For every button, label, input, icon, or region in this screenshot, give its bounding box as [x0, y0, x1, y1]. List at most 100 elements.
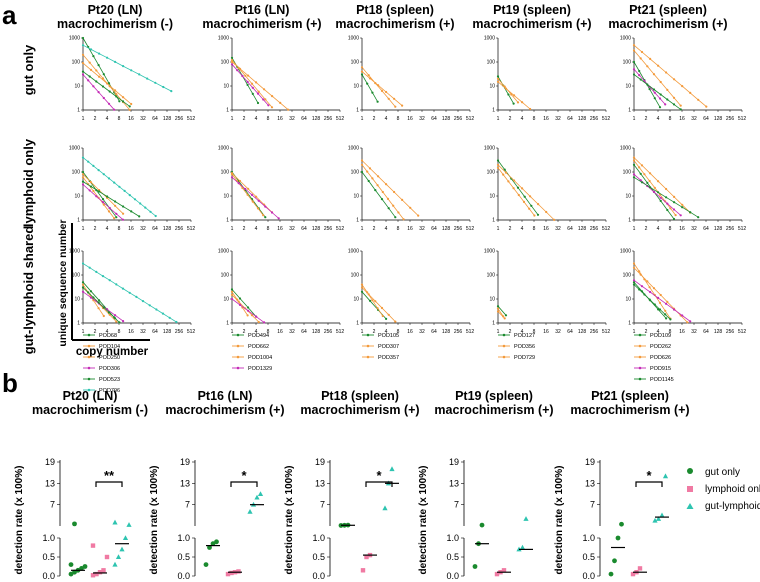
series-point — [121, 287, 125, 290]
b-title-1: Pt20 (LN) — [63, 389, 118, 403]
x-tick-label: 512 — [187, 329, 196, 335]
x-tick-label: 256 — [726, 116, 735, 122]
y-tick-label: 10 — [625, 297, 631, 303]
col-title-2b: macrochimerism (+) — [202, 17, 321, 31]
y-tick-label: 100 — [351, 60, 360, 66]
series-point — [88, 266, 91, 269]
y-tick-label: 100 — [351, 170, 360, 176]
series-point — [87, 160, 90, 163]
b-point-shared — [382, 505, 388, 511]
series-line-POD915 — [633, 173, 681, 216]
series-point — [95, 80, 98, 83]
series-point — [639, 57, 642, 60]
x-tick-label: 8 — [118, 329, 121, 335]
detection-panel-3: Pt19 (spleen)macrochimerism (+) detection… — [418, 389, 554, 581]
series-point — [673, 308, 676, 311]
series-point — [530, 204, 533, 207]
series-point — [115, 212, 118, 215]
dist-plot-Pt20-row1: 1 10 100 1000 1 2 4 8 16 32 64 128 256 512 — [69, 146, 196, 232]
series-point — [81, 36, 85, 40]
series-point — [646, 280, 649, 283]
x-tick-label: 256 — [175, 226, 184, 232]
legend-label-POD306: POD306 — [99, 366, 120, 372]
x-tick-label: 16 — [679, 329, 685, 335]
x-tick-label: 256 — [590, 116, 599, 122]
x-tick-label: 4 — [255, 329, 258, 335]
series-point — [638, 74, 641, 77]
series-point — [247, 309, 250, 312]
series-point — [496, 75, 500, 78]
b-point-shared — [659, 512, 665, 518]
series-point — [672, 103, 676, 106]
b-y-tick-label: 1.0 — [446, 533, 459, 543]
series-point — [376, 184, 379, 187]
b-point-lymphoid-only — [637, 566, 643, 571]
series-point — [394, 105, 397, 108]
series-point — [108, 90, 111, 93]
y-tick-label: 10 — [223, 84, 229, 90]
y-tick-label: 1 — [492, 218, 495, 224]
series-point — [251, 86, 254, 89]
series-point — [648, 88, 651, 91]
x-tick-label: 64 — [152, 116, 158, 122]
y-tick-label: 1000 — [484, 36, 495, 42]
legend-swatch-point — [87, 355, 91, 359]
legend-shared-marker — [686, 503, 694, 509]
b-point-lymphoid-only — [104, 554, 110, 560]
x-tick-label: 32 — [691, 116, 697, 122]
series-point — [154, 81, 157, 84]
x-tick-label: 1 — [497, 329, 500, 335]
x-tick-label: 4 — [521, 329, 524, 335]
legend-lymphoid-only-marker — [687, 486, 693, 492]
series-point — [107, 177, 111, 180]
x-tick-label: 1 — [231, 226, 234, 232]
x-tick-label: 1 — [633, 116, 636, 122]
series-point — [267, 104, 270, 107]
x-tick-label: 2 — [243, 226, 246, 232]
x-tick-label: 1 — [497, 226, 500, 232]
b-point-gut-only — [214, 539, 219, 545]
col-title-1b: macrochimerism (-) — [57, 17, 173, 31]
legend-swatch-point — [638, 333, 642, 337]
b-y-tick-label: 0.5 — [312, 552, 325, 562]
series-point — [161, 312, 165, 315]
series-line-POD307 — [361, 160, 419, 216]
series-point — [371, 177, 374, 180]
series-point — [230, 60, 234, 64]
x-tick-label: 1 — [361, 226, 364, 232]
x-tick-label: 8 — [669, 116, 672, 122]
dist-plot-Pt21-row1: 1 10 100 1000 1 2 4 8 16 32 64 128 256 512 — [620, 146, 747, 232]
x-tick-label: 2 — [243, 329, 246, 335]
legend-label-POD662: POD662 — [248, 344, 269, 350]
b-point-gut-only — [615, 535, 621, 541]
series-point — [244, 187, 247, 191]
legend-label-POD127: POD127 — [514, 333, 535, 339]
series-point — [122, 212, 125, 215]
series-point — [673, 78, 676, 81]
detection-rate-panels: Pt20 (LN)macrochimerism (-) detection rat… — [14, 389, 690, 581]
series-point — [368, 167, 372, 170]
series-point — [121, 100, 125, 103]
series-point — [138, 73, 141, 76]
x-tick-label: 256 — [324, 226, 333, 232]
x-tick-label: 64 — [703, 329, 709, 335]
series-point — [640, 181, 644, 184]
b-y-tick-label: 1.0 — [42, 533, 55, 543]
series-point — [128, 194, 131, 197]
b-y-tick-label: 0.5 — [446, 552, 459, 562]
column-titles: Pt20 (LN) macrochimerism (-) Pt16 (LN) m… — [57, 3, 728, 31]
series-point — [230, 173, 234, 176]
series-point — [649, 186, 652, 189]
legend-swatch-point — [502, 344, 506, 348]
y-tick-label: 1 — [226, 218, 229, 224]
x-tick-label: 256 — [324, 329, 333, 335]
series-point — [681, 203, 684, 206]
x-tick-label: 256 — [454, 226, 463, 232]
col-title-3b: macrochimerism (+) — [335, 17, 454, 31]
series-point — [81, 180, 85, 183]
x-tick-label: 64 — [431, 116, 437, 122]
series-point — [385, 183, 388, 186]
series-point — [148, 304, 151, 307]
series-point — [250, 82, 254, 85]
series-point — [92, 55, 95, 58]
